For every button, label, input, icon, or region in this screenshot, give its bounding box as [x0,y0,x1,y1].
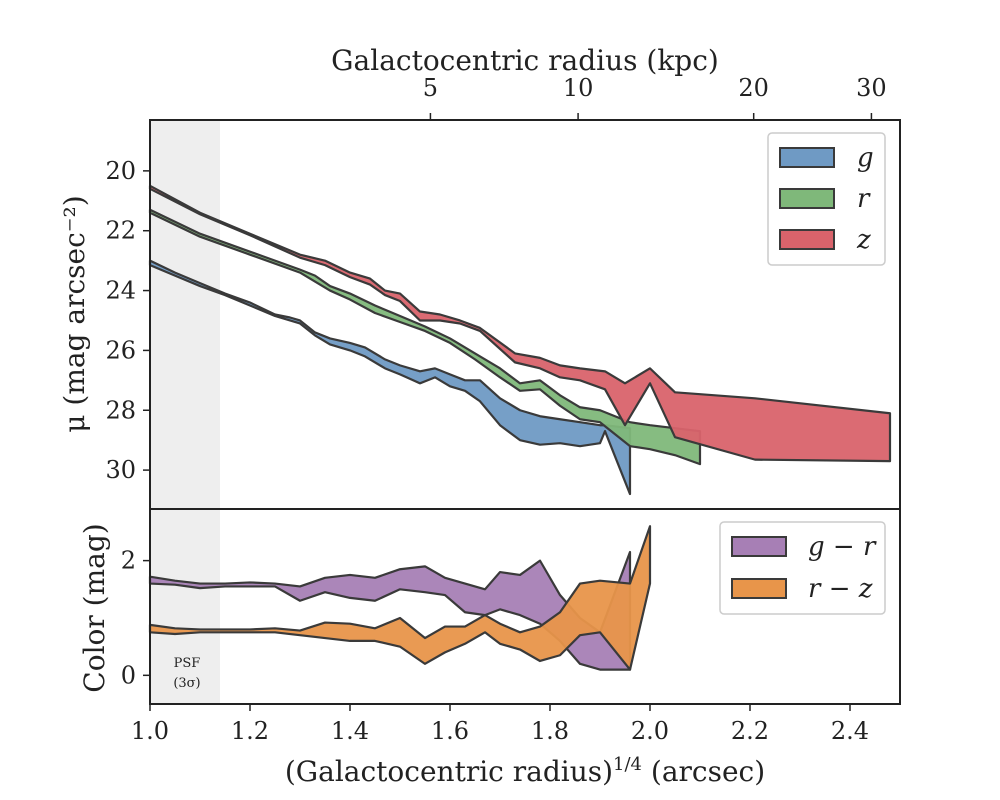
upper-y-tick-label: 28 [105,396,136,424]
upper-series-group [148,184,892,496]
lower-y-tick-label: 0 [121,661,136,689]
bottom-x-tick-label: 1.4 [331,717,369,745]
bottom-x-tick-label: 2.2 [731,717,769,745]
lower-axes-frame [149,508,901,705]
top-x-tick-label: 30 [856,74,887,102]
top-axis-label: Galactocentric radius (kpc) [331,44,719,77]
lower-legend: g − r r − z [719,521,886,615]
upper-y-tick-label: 22 [105,217,136,245]
lower-y-axis-label: Color (mag) [78,523,111,692]
bottom-x-tick-label: 1.6 [431,717,469,745]
upper-y-tick-label: 26 [105,336,136,364]
bottom-x-tick-label: 1.0 [131,717,169,745]
upper-y-axis-label: μ (mag arcsec⁻²) [58,195,91,432]
x-axis-label-main: (Galactocentric radius) [285,755,613,788]
bottom-x-tick-label: 2.4 [831,717,869,745]
x-axis-label-unit: (arcsec) [642,755,765,788]
upper-y-tick-label: 20 [105,157,136,185]
upper-legend: grz [767,132,886,266]
x-axis-label: (Galactocentric radius)1/4 (arcsec) [285,754,765,788]
mu-band-g [148,259,632,496]
mu-band-r [148,208,702,466]
upper-legend-swatch-r [779,188,835,209]
lower-psf-region [150,509,220,704]
top-x-tick-label: 10 [563,74,594,102]
upper-legend-label-z: z [856,225,871,255]
top-x-ticks: 51020305075100150 [423,74,887,120]
lower-legend-swatch-r-z [731,578,787,599]
upper-y-ticks: 20 22 24 26 28 30 [105,157,150,484]
lower-legend-label-g-r: g − r [808,532,877,562]
lower-legend-label-r-z: r − z [808,574,873,604]
upper-legend-swatch-g [779,147,835,168]
lower-y-ticks: 02 [121,547,150,689]
lower-panel: 02 1.0 1.2 1.4 1.6 1.8 2.0 2.2 2.4 PSF (3σ) (Ga… [78,508,901,788]
upper-psf-region [150,120,220,509]
bottom-x-tick-label: 2.0 [631,717,669,745]
color-band-r-z [148,525,652,671]
upper-legend-label-g: g [857,143,874,173]
top-x-tick-label: 20 [738,74,769,102]
lower-legend-swatch-g-r [731,536,787,557]
upper-legend-label-r: r [857,184,871,214]
upper-y-tick-label: 24 [105,277,136,305]
upper-legend-swatch-z [779,229,835,250]
bottom-x-tick-label: 1.8 [531,717,569,745]
lower-series-group [148,525,652,671]
top-x-tick-label: 5 [423,74,438,102]
psf-label: PSF [174,656,201,671]
bottom-x-ticks: 1.0 1.2 1.4 1.6 1.8 2.0 2.2 2.4 [131,704,869,745]
bottom-x-tick-label: 1.2 [231,717,269,745]
psf-sigma-label: (3σ) [173,676,200,691]
x-axis-label-exponent: 1/4 [613,754,642,775]
lower-y-tick-label: 2 [121,547,136,575]
upper-y-tick-label: 30 [105,456,136,484]
mu-band-z [148,184,892,463]
